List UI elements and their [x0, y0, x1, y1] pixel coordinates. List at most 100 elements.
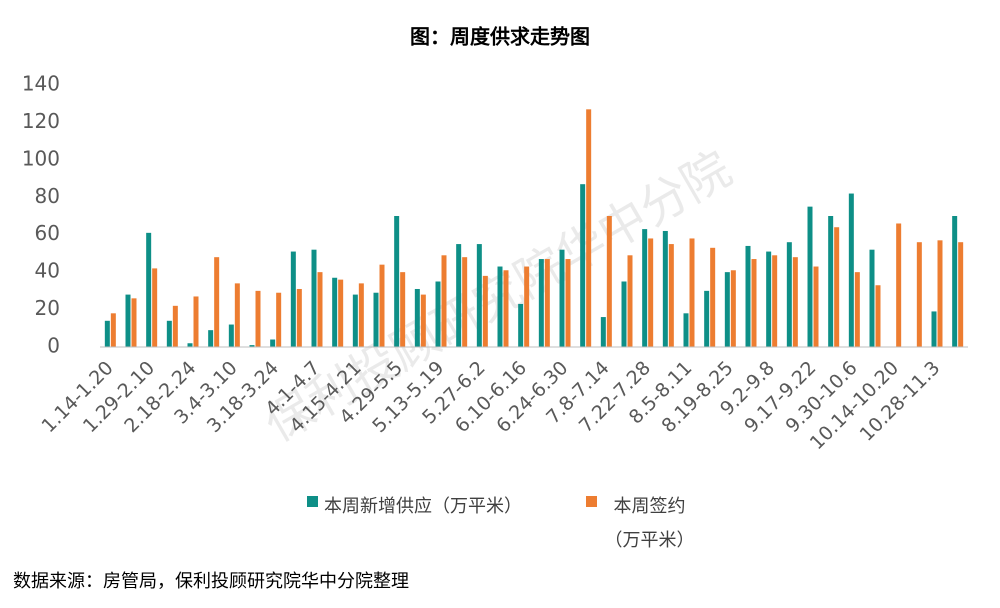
- bar: [745, 245, 751, 347]
- bar: [338, 279, 344, 347]
- bar: [172, 305, 178, 347]
- bar: [276, 292, 282, 347]
- bar: [104, 320, 110, 347]
- chart-title: 图：周度供求走势图: [410, 25, 590, 49]
- y-tick-label: 20: [35, 296, 60, 320]
- y-tick-label: 80: [35, 184, 60, 208]
- bar: [518, 303, 524, 347]
- bar: [214, 257, 220, 347]
- bar: [187, 343, 193, 347]
- bar: [110, 313, 116, 347]
- bar: [420, 294, 426, 347]
- bar: [125, 294, 131, 347]
- bar: [544, 259, 550, 347]
- bar: [958, 242, 964, 347]
- bar: [586, 109, 592, 347]
- bar: [683, 313, 689, 347]
- bar: [311, 249, 317, 347]
- bar: [834, 227, 840, 347]
- legend-label: 本周签约（万平米）: [604, 496, 695, 552]
- legend-item: 本周签约（万平米）: [586, 490, 696, 558]
- source-note: 数据来源：房管局，保利投顾研究院华中分院整理: [13, 571, 409, 592]
- bar: [869, 249, 875, 347]
- bar: [828, 216, 834, 347]
- bar: [668, 244, 674, 347]
- bar: [379, 264, 385, 347]
- bar: [813, 266, 819, 347]
- bar: [290, 251, 296, 347]
- y-tick-label: 100: [22, 146, 60, 170]
- bar: [462, 257, 468, 347]
- bar: [414, 288, 420, 347]
- bar: [482, 275, 488, 347]
- bar: [875, 285, 881, 347]
- bar: [193, 296, 199, 347]
- bar: [332, 277, 338, 347]
- bar: [234, 283, 240, 347]
- legend-swatch: [307, 496, 318, 507]
- bar: [648, 238, 654, 347]
- bar: [751, 259, 757, 347]
- bar: [524, 266, 530, 347]
- bar: [792, 257, 798, 347]
- bar: [786, 242, 792, 347]
- bar: [807, 206, 813, 347]
- bar: [621, 281, 627, 347]
- bar: [131, 298, 137, 347]
- bar: [916, 242, 922, 347]
- bar: [642, 229, 648, 347]
- bar: [497, 266, 503, 347]
- bar: [456, 244, 462, 347]
- bar: [400, 272, 406, 347]
- bar: [952, 216, 958, 347]
- legend-label: 本周新增供应（万平米）: [324, 496, 522, 517]
- bar: [317, 272, 323, 347]
- legend-swatch: [586, 496, 597, 507]
- bar: [580, 184, 586, 347]
- bar: [255, 290, 261, 347]
- bar: [503, 270, 509, 347]
- bar: [704, 290, 710, 347]
- bar: [373, 292, 379, 347]
- y-tick-label: 0: [47, 334, 60, 358]
- bar: [772, 255, 778, 347]
- bar: [937, 240, 943, 347]
- bar: [710, 247, 716, 347]
- bar: [476, 244, 482, 347]
- bar: [441, 255, 447, 347]
- bar: [730, 270, 736, 347]
- bar: [724, 272, 730, 347]
- bar: [249, 345, 255, 347]
- legend-item: 本周新增供应（万平米）: [307, 490, 547, 524]
- bar: [208, 330, 214, 347]
- bar: [166, 320, 172, 347]
- bar: [689, 238, 695, 347]
- bar: [228, 324, 234, 347]
- y-tick-label: 60: [35, 221, 60, 245]
- bar: [146, 232, 152, 347]
- bar: [600, 317, 606, 347]
- bar: [358, 283, 364, 347]
- bar: [662, 230, 668, 347]
- bar: [559, 249, 565, 347]
- bar: [152, 268, 158, 347]
- y-tick-label: 40: [35, 259, 60, 283]
- bar: [854, 272, 860, 347]
- bar: [766, 251, 772, 347]
- bar: [931, 311, 937, 347]
- bar: [270, 339, 276, 347]
- bar: [565, 259, 571, 347]
- bar: [606, 216, 612, 347]
- bar: [296, 288, 302, 347]
- bar: [435, 281, 441, 347]
- bar: [896, 223, 902, 347]
- bar: [627, 255, 633, 347]
- y-tick-label: 140: [22, 72, 60, 96]
- y-tick-label: 120: [22, 109, 60, 133]
- bar: [394, 216, 400, 347]
- bar: [538, 259, 544, 347]
- bar: [848, 193, 854, 347]
- bar: [352, 294, 358, 347]
